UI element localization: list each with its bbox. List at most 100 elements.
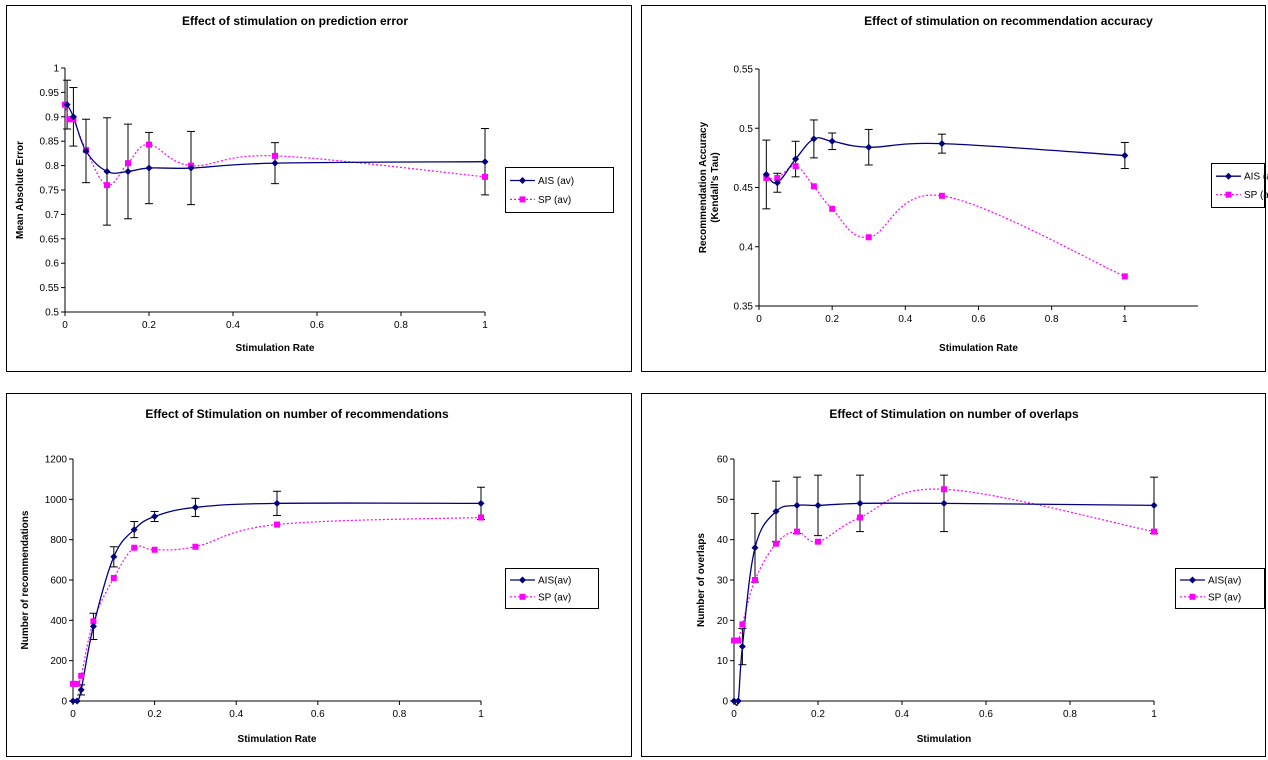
x-tick-label: 0 [756, 314, 762, 325]
y-tick-label: 0.75 [40, 186, 60, 197]
data-point-ais [73, 697, 81, 705]
y-axis-label: Number of recommendations [20, 510, 31, 649]
x-axis-label: Stimulation Rate [238, 734, 317, 745]
y-tick-label: 200 [50, 656, 67, 667]
y-tick-label: 1 [53, 64, 59, 75]
data-point-sp [78, 672, 85, 679]
x-tick-label: 0.6 [311, 709, 325, 720]
x-axis-label: Stimulation [917, 734, 971, 745]
x-tick-label: 0.4 [895, 709, 909, 720]
y-tick-label: 30 [717, 576, 729, 587]
chart-title: Effect of Stimulation on number of recom… [145, 407, 449, 421]
legend-marker-sp [1225, 191, 1232, 198]
data-point-ais [751, 544, 759, 552]
chart-panel-1: Effect of stimulation on prediction erro… [6, 5, 632, 372]
x-tick-label: 0.4 [229, 709, 243, 720]
data-point-sp [938, 192, 945, 199]
legend-label-ais: AIS(av) [538, 576, 571, 587]
y-tick-label: 0.5 [739, 124, 753, 135]
data-point-sp [739, 621, 746, 628]
data-point-ais [738, 643, 746, 651]
legend-label-sp: SP (av) [1208, 592, 1241, 603]
data-point-ais [69, 697, 77, 705]
legend-marker-sp [1189, 593, 1196, 600]
legend-marker-ais [519, 177, 526, 184]
legend-label-sp: SP (av) [1244, 190, 1268, 201]
x-tick-label: 0.8 [1063, 709, 1077, 720]
data-point-sp [66, 116, 73, 123]
legend-marker-sp [519, 196, 526, 203]
y-tick-label: 600 [50, 576, 67, 587]
data-point-ais [77, 686, 85, 694]
x-axis-label: Stimulation Rate [236, 343, 315, 354]
y-axis-label: Recommendation Accuracy [698, 121, 709, 253]
data-point-ais [940, 499, 948, 507]
y-tick-label: 0.45 [734, 183, 754, 194]
y-axis-label-line2: (Kendall's Tau) [710, 152, 721, 223]
y-tick-label: 0.85 [40, 137, 60, 148]
x-tick-label: 0 [62, 320, 68, 331]
data-point-sp [70, 680, 76, 687]
data-point-sp [274, 521, 280, 528]
chart-panel-2: Effect of stimulation on recommendation … [641, 5, 1268, 372]
x-tick-label: 0.6 [972, 314, 986, 325]
data-point-ais [793, 501, 801, 509]
y-tick-label: 0.95 [40, 88, 60, 99]
data-point-sp [815, 538, 821, 545]
data-point-ais [481, 158, 489, 166]
data-point-sp [151, 546, 158, 553]
data-point-ais [477, 499, 485, 507]
legend-label-sp: SP (av) [538, 195, 571, 206]
data-point-ais [191, 503, 199, 511]
legend-frame [1211, 163, 1265, 208]
data-point-ais [151, 512, 159, 520]
x-tick-label: 0.4 [898, 314, 912, 325]
data-point-sp [1121, 273, 1128, 280]
data-point-sp [478, 514, 484, 521]
data-point-sp [74, 680, 81, 687]
legend-label-ais: AIS (av) [538, 176, 574, 187]
data-point-sp [482, 173, 488, 180]
data-point-sp [774, 175, 781, 182]
y-tick-label: 0 [722, 697, 728, 708]
y-tick-label: 0 [61, 697, 67, 708]
data-point-sp [763, 175, 770, 182]
data-point-sp [90, 618, 97, 625]
data-point-sp [1151, 528, 1157, 535]
data-point-ais [734, 697, 742, 705]
x-tick-label: 1 [1151, 709, 1157, 720]
data-point-ais [273, 499, 281, 507]
y-axis-label: Number of overlaps [696, 533, 707, 627]
data-point-ais [772, 507, 780, 515]
data-point-ais [82, 147, 90, 155]
y-tick-label: 0.5 [45, 308, 59, 319]
data-point-sp [146, 141, 152, 148]
x-tick-label: 0 [731, 709, 737, 720]
chart-title: Effect of Stimulation on number of overl… [829, 407, 1079, 421]
data-point-ais [762, 170, 770, 178]
y-tick-label: 1200 [45, 455, 68, 466]
data-point-ais [103, 167, 111, 175]
y-tick-label: 50 [717, 495, 729, 506]
y-tick-label: 800 [50, 535, 67, 546]
data-point-ais [1121, 152, 1129, 160]
legend-frame [1175, 568, 1265, 609]
x-tick-label: 1 [482, 320, 488, 331]
series-line-sp [766, 165, 1126, 277]
data-point-sp [794, 528, 800, 535]
legend: AIS(av) SP (av) [505, 568, 599, 609]
y-tick-label: 20 [717, 616, 729, 627]
y-tick-label: 0.8 [45, 161, 59, 172]
legend-frame [505, 568, 599, 609]
data-point-sp [810, 183, 817, 190]
legend-label-ais: AIS(av) [1208, 576, 1241, 587]
x-tick-label: 1 [1122, 314, 1128, 325]
y-tick-label: 0.7 [45, 210, 59, 221]
x-tick-label: 0.8 [1045, 314, 1059, 325]
legend: AIS (av) SP (av) [505, 167, 614, 213]
x-tick-label: 1 [478, 709, 484, 720]
legend-marker-sp [519, 593, 526, 600]
chart-frame [641, 393, 1266, 757]
data-point-ais [69, 113, 77, 121]
